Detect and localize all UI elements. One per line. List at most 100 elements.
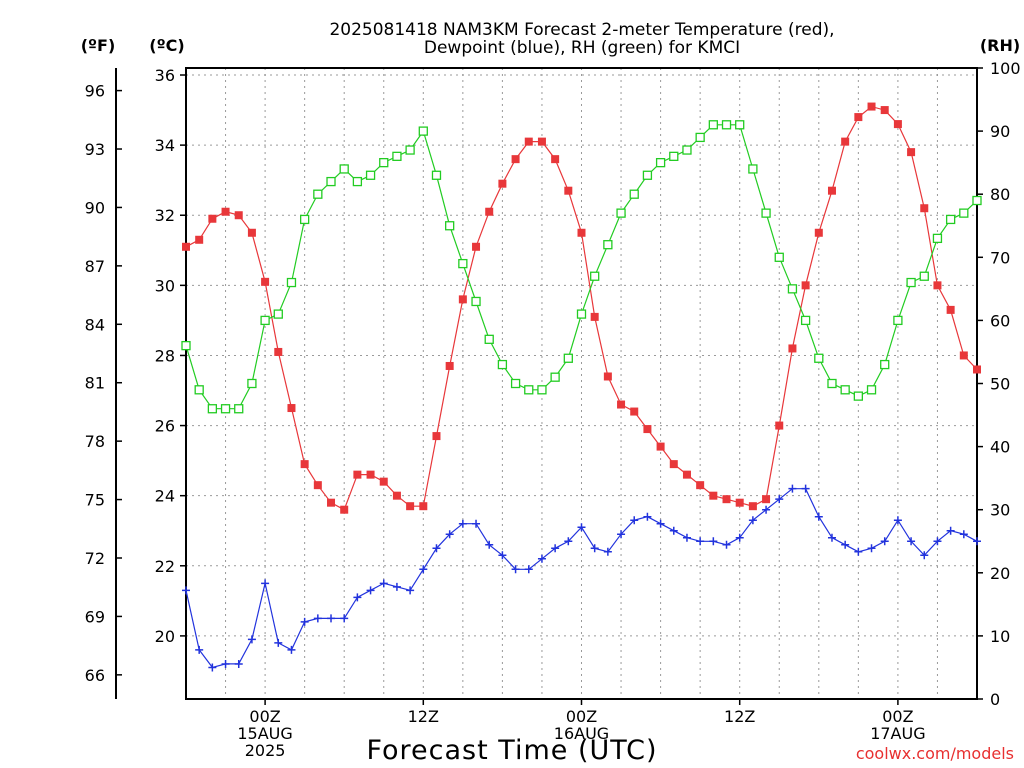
dewpoint-point bbox=[445, 530, 454, 539]
dewpoint-point bbox=[261, 579, 270, 588]
dewpoint-point bbox=[933, 537, 942, 546]
temperature-point bbox=[340, 505, 349, 514]
rh-tick-label: 0 bbox=[990, 690, 1000, 709]
rh-point bbox=[181, 340, 191, 351]
dewpoint-point bbox=[893, 516, 902, 525]
temperature-point bbox=[788, 344, 797, 353]
dewpoint-point bbox=[920, 551, 929, 560]
rh-point bbox=[906, 277, 916, 288]
celsius-tick-label: 34 bbox=[155, 136, 175, 155]
temperature-point bbox=[867, 102, 876, 111]
celsius-unit-label: (ºC) bbox=[149, 36, 184, 55]
celsius-tick-label: 30 bbox=[155, 276, 175, 295]
temperature-point bbox=[537, 137, 546, 146]
credit-link[interactable]: coolwx.com/models bbox=[856, 744, 1014, 763]
rh-point bbox=[392, 151, 402, 161]
rh-point bbox=[616, 208, 626, 218]
dewpoint-point bbox=[735, 533, 744, 542]
temperature-point bbox=[261, 277, 270, 286]
temperature-point bbox=[234, 211, 243, 220]
temperature-point bbox=[498, 179, 507, 188]
temperature-point bbox=[327, 498, 336, 507]
rh-point bbox=[379, 157, 389, 168]
dewpoint-point bbox=[419, 565, 428, 574]
rh-point bbox=[695, 132, 705, 143]
rh-point bbox=[471, 296, 481, 307]
rh-point bbox=[365, 170, 376, 180]
fahrenheit-tick-label: 75 bbox=[85, 491, 105, 510]
rh-point bbox=[669, 151, 679, 161]
temperature-point bbox=[485, 207, 494, 216]
temperature-point bbox=[392, 491, 401, 500]
rh-point bbox=[497, 359, 508, 370]
chart-title-line-1: 2025081418 NAM3KM Forecast 2-meter Tempe… bbox=[329, 20, 834, 40]
rh-point bbox=[576, 309, 587, 319]
rh-point bbox=[721, 120, 732, 130]
rh-point bbox=[510, 378, 521, 389]
temperature-point bbox=[577, 228, 586, 237]
dewpoint-point bbox=[287, 645, 296, 654]
temperature-point bbox=[458, 295, 467, 304]
x-tick-label: 00Z bbox=[249, 707, 280, 726]
dewpoint-point bbox=[485, 540, 494, 549]
temperature-point bbox=[669, 460, 678, 469]
dewpoint-point bbox=[696, 537, 705, 546]
temperature-point bbox=[643, 425, 652, 434]
temperature-point bbox=[920, 204, 929, 213]
temperature-point bbox=[973, 365, 981, 374]
dewpoint-point bbox=[498, 551, 507, 560]
rh-point bbox=[761, 208, 771, 218]
temperature-point bbox=[419, 502, 428, 511]
temperature-point bbox=[379, 477, 388, 486]
rh-point bbox=[260, 315, 270, 326]
rh-point bbox=[629, 189, 639, 199]
rh-point bbox=[853, 391, 863, 401]
rh-tick-label: 50 bbox=[990, 375, 1010, 394]
rh-point bbox=[642, 170, 653, 180]
x-tick-label: 12Z bbox=[724, 707, 755, 726]
temperature-point bbox=[366, 470, 375, 479]
dewpoint-point bbox=[959, 530, 968, 539]
rh-point bbox=[774, 252, 784, 262]
rh-point bbox=[352, 176, 363, 187]
rh-point bbox=[458, 258, 468, 269]
dewpoint-point bbox=[564, 537, 573, 546]
dewpoint-point bbox=[577, 523, 586, 532]
temperature-point bbox=[511, 155, 520, 164]
rh-point bbox=[339, 164, 349, 174]
dewpoint-point bbox=[709, 537, 718, 546]
fahrenheit-unit-label: (ºF) bbox=[81, 36, 116, 55]
rh-point bbox=[800, 315, 811, 326]
fahrenheit-tick-label: 90 bbox=[85, 198, 105, 217]
rh-point bbox=[194, 385, 204, 395]
rh-tick-label: 90 bbox=[990, 122, 1010, 141]
rh-point bbox=[590, 271, 600, 281]
temperature-point bbox=[247, 228, 256, 237]
dewpoint-point bbox=[669, 526, 678, 535]
dewpoint-point bbox=[630, 516, 639, 525]
dewpoint-point bbox=[867, 544, 876, 553]
rh-tick-label: 70 bbox=[990, 248, 1010, 267]
fahrenheit-tick-label: 69 bbox=[85, 607, 105, 626]
temperature-point bbox=[656, 442, 665, 451]
fahrenheit-tick-label: 93 bbox=[85, 140, 105, 159]
dewpoint-point bbox=[748, 516, 757, 525]
dewpoint-point bbox=[775, 495, 784, 504]
dewpoint-point bbox=[946, 526, 955, 535]
temperature-point bbox=[709, 491, 718, 500]
celsius-tick-label: 36 bbox=[155, 66, 175, 85]
rh-tick-label: 60 bbox=[990, 311, 1010, 330]
temperature-point bbox=[445, 361, 454, 370]
temperature-point bbox=[603, 372, 612, 381]
temperature-point bbox=[735, 498, 744, 507]
dewpoint-point bbox=[406, 586, 415, 595]
dewpoint-point bbox=[524, 565, 533, 574]
temperature-point bbox=[880, 106, 889, 115]
temperature-point bbox=[590, 312, 599, 321]
x-tick-label: 17AUG bbox=[870, 724, 925, 743]
dewpoint-point bbox=[643, 512, 652, 521]
temperature-point bbox=[748, 502, 757, 511]
celsius-tick-label: 22 bbox=[155, 557, 175, 576]
x-tick-label: 2025 bbox=[245, 741, 286, 760]
temperature-point bbox=[827, 186, 836, 195]
